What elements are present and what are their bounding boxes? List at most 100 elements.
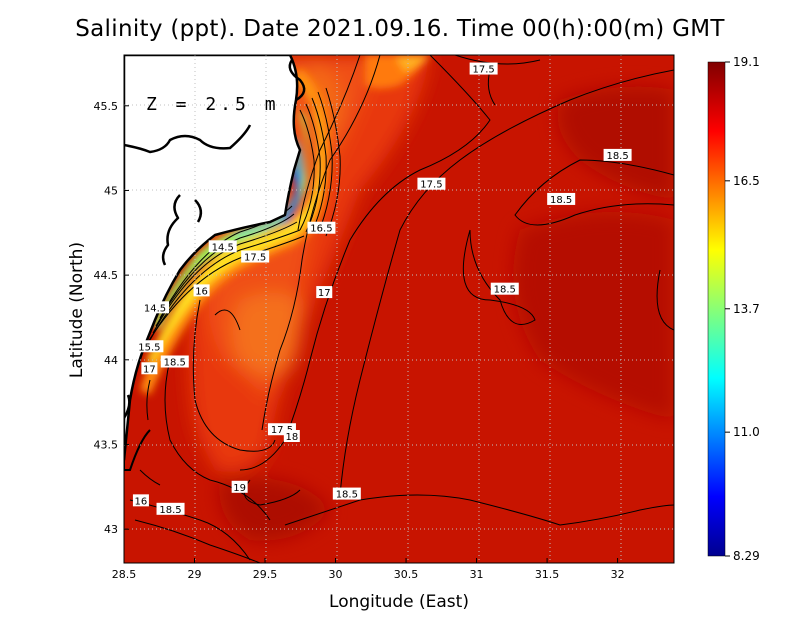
- x-axis-ticks: 28.5 29 29.5 30 30.5 31 31.5 32: [112, 558, 625, 581]
- contour-label-text: 17.5: [472, 65, 494, 76]
- contour-label-text: 19: [233, 483, 246, 494]
- contour-line: [284, 494, 674, 526]
- contour-label-box: [141, 301, 170, 314]
- contour-label-box: [417, 177, 446, 190]
- contour-line: [192, 299, 276, 452]
- contour-label-box: [193, 284, 210, 297]
- contour-label-box: [208, 240, 237, 253]
- contour-line: [514, 159, 674, 226]
- salinity-field: 17.5 18.5 17.5 18.5 16.5 14.5 17.5 17 18.5 16 14.5…: [124, 55, 674, 563]
- contour-line: [214, 309, 241, 331]
- contour-line: [299, 109, 315, 231]
- contour-label: 16: [132, 494, 149, 507]
- grid-lines: [124, 55, 674, 563]
- x-tick-label: 31: [470, 568, 484, 581]
- contour-label-box: [141, 362, 158, 375]
- contour-line: [305, 103, 321, 233]
- contour-label-box: [490, 282, 519, 295]
- contour-label: 14.5: [141, 301, 170, 314]
- contour-label: 18.5: [332, 487, 361, 501]
- contour-label: 15.5: [135, 340, 164, 353]
- contour-label-text: 18.5: [550, 195, 572, 206]
- colorbar-tick-label: 8.29: [733, 549, 760, 563]
- colorbar-ticks: 19.1 16.5 13.7 11.0 8.29: [725, 55, 760, 563]
- contour-label: 16: [193, 284, 210, 297]
- contour-label-text: 18.5: [336, 490, 358, 501]
- contour-label-text: 17.5: [271, 425, 293, 436]
- x-axis-label: Longitude (East): [329, 592, 469, 612]
- x-tick-label: 32: [611, 568, 625, 581]
- contour-line: [134, 519, 261, 563]
- y-axis-label: Latitude (North): [67, 242, 87, 378]
- x-tick-label: 29: [188, 568, 202, 581]
- contour-label: 18.5: [156, 502, 185, 516]
- y-tick-label: 45.5: [94, 100, 119, 113]
- contour-label: 18.5: [547, 192, 576, 206]
- contour-label: 18.5: [160, 355, 189, 368]
- contour-label-text: 18: [285, 432, 298, 443]
- contour-line: [297, 55, 361, 231]
- colorbar-gradient: [707, 61, 726, 557]
- contour-label: 19: [231, 480, 248, 494]
- contour-label-text: 14.5: [144, 303, 166, 314]
- contour-label: 18.5: [490, 282, 519, 296]
- coast-detail: [161, 194, 181, 266]
- x-tick-label: 29.5: [253, 568, 278, 581]
- land-area: [124, 55, 302, 462]
- contour-label-text: 16: [135, 496, 148, 507]
- contour-label-box: [547, 192, 576, 205]
- contour-line: [129, 499, 251, 561]
- contour-label-box: [231, 480, 248, 493]
- contour-label: 14.5: [208, 240, 237, 253]
- contour-label-box: [332, 487, 361, 500]
- contour-label-text: 15.5: [138, 342, 160, 353]
- contour-line: [339, 69, 674, 496]
- contour-label-box: [307, 221, 336, 234]
- depth-label: Z = 2.5 m: [146, 94, 280, 115]
- contour-label-box: [241, 250, 270, 263]
- contour-label-box: [156, 502, 185, 515]
- coast-detail: [194, 199, 203, 223]
- contour-label-box: [469, 62, 498, 75]
- contour-line: [656, 269, 674, 331]
- contour-line: [142, 235, 305, 351]
- x-tick-label: 31.5: [535, 568, 560, 581]
- contour-line: [261, 55, 381, 431]
- contour-label-box: [160, 355, 189, 368]
- contour-line: [139, 469, 161, 486]
- y-tick-label: 43: [104, 523, 118, 536]
- y-tick-label: 44.5: [94, 269, 119, 282]
- x-tick-label: 30.5: [394, 568, 419, 581]
- coastline: [124, 55, 302, 462]
- colorbar-tick-label: 11.0: [733, 425, 760, 439]
- contour-label-box: [603, 148, 632, 161]
- contour-line: [317, 91, 333, 235]
- y-tick-label: 45: [104, 184, 118, 197]
- colorbar-tick-label: 19.1: [733, 55, 760, 69]
- contour-label-text: 18.5: [606, 151, 628, 162]
- contour-label: 18.5: [603, 148, 632, 162]
- contour-line: [311, 97, 327, 233]
- contour-label: 17.5: [241, 250, 270, 264]
- x-tick-label: 28.5: [112, 568, 137, 581]
- contour-line: [325, 87, 341, 237]
- contour-label-text: 17: [318, 288, 331, 299]
- colorbar: 19.1 16.5 13.7 11.0 8.29: [707, 55, 760, 563]
- contour-label-text: 17.5: [244, 253, 266, 264]
- map-title: Salinity (ppt). Date 2021.09.16. Time 00…: [75, 16, 725, 42]
- contour-label: 16.5: [307, 221, 336, 235]
- x-tick-label: 30: [329, 568, 343, 581]
- coast-detail: [124, 429, 151, 471]
- contour-labels: 17.5 18.5 17.5 18.5 16.5 14.5 17.5 17 18.5 16 14.5…: [132, 62, 632, 516]
- contour-label-box: [135, 340, 164, 353]
- contour-line: [462, 229, 536, 325]
- coast-details: [124, 59, 306, 419]
- contour-label-text: 17.5: [420, 180, 442, 191]
- contour-line: [149, 229, 301, 341]
- contour-label-box: [132, 494, 149, 507]
- contour-label-text: 18.5: [494, 285, 516, 296]
- contour-label-text: 17: [143, 364, 156, 375]
- contour-label: 17.5: [469, 62, 498, 76]
- coast-detail: [288, 59, 306, 102]
- y-tick-label: 44: [104, 354, 118, 367]
